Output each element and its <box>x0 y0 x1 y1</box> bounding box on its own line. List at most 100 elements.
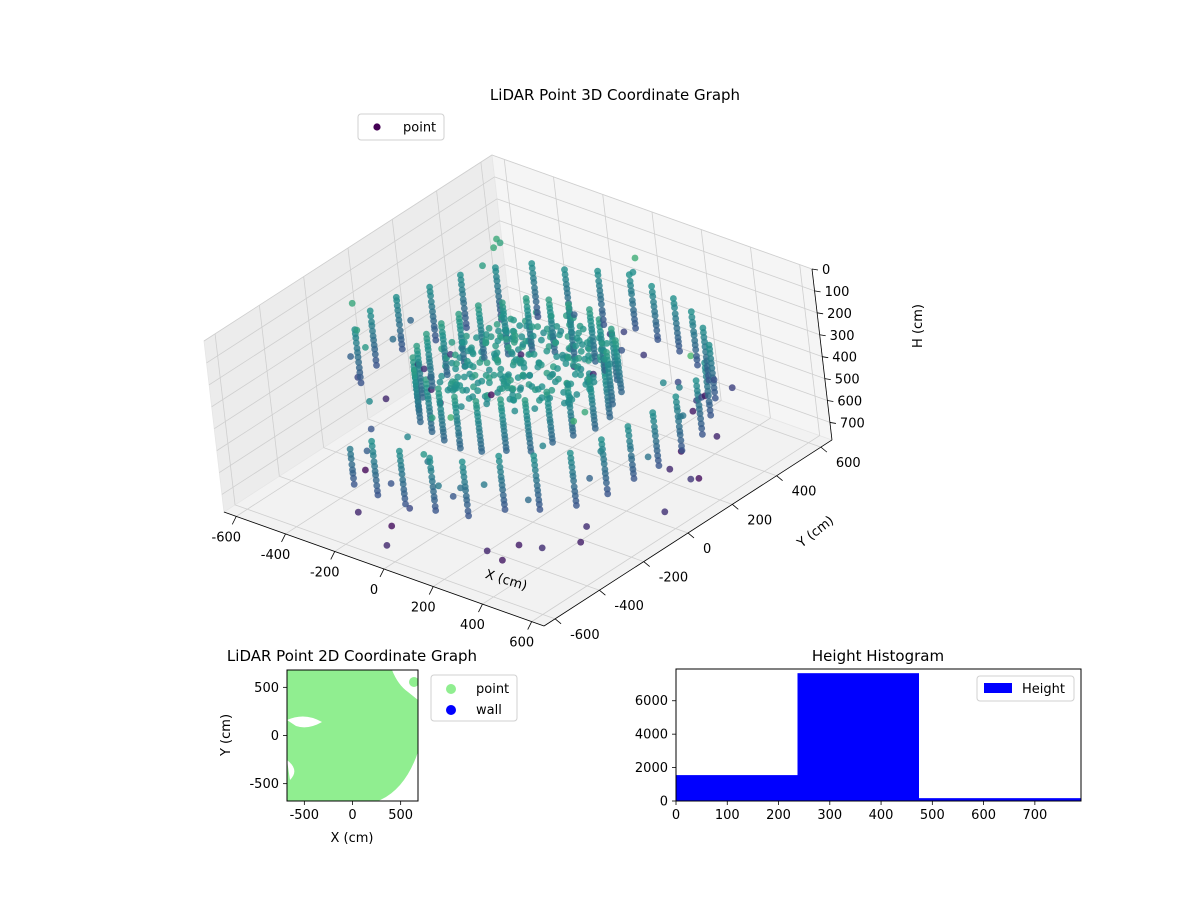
chart3d-point <box>520 373 528 380</box>
histogram-bar <box>797 673 919 801</box>
chart3d-point <box>478 448 486 455</box>
chart3d-point <box>503 328 510 336</box>
chart3d-point <box>699 430 706 438</box>
chart3d-ztick <box>814 290 821 293</box>
chart3d-point <box>490 244 497 252</box>
chart3d-point <box>373 482 381 490</box>
chart3d-ytick-label: 200 <box>747 513 772 528</box>
chart3d-gridline-z <box>208 198 498 386</box>
chart3d-point <box>458 458 466 466</box>
chart2d-xlabel: X (cm) <box>331 831 374 846</box>
histogram-xtick-label: 500 <box>920 808 945 823</box>
chart3d-point <box>517 351 525 358</box>
chart3d-ytick <box>687 532 695 539</box>
chart3d-point <box>499 556 506 564</box>
chart3d-point <box>496 239 504 247</box>
chart3d-point <box>629 268 637 276</box>
chart3d-point <box>460 299 468 307</box>
chart3d-ztick-label: 200 <box>827 307 852 322</box>
chart3d-ytick <box>776 475 783 482</box>
chart3d-point <box>618 388 625 396</box>
chart3d-point <box>454 373 462 381</box>
chart3d-point <box>501 506 509 513</box>
chart3d-point <box>692 346 700 354</box>
chart3d-point <box>571 492 579 500</box>
chart2d-legend-marker-point <box>446 684 456 694</box>
chart3d-point <box>347 353 354 360</box>
chart3d-point <box>478 377 486 385</box>
chart3d-xtick-label: -600 <box>212 530 242 545</box>
chart3d-point <box>509 385 517 393</box>
histogram-ytick-label: 4000 <box>635 728 668 743</box>
chart3d-point <box>428 303 436 311</box>
chart3d-xtick <box>478 603 483 613</box>
chart3d-gridline-x <box>503 159 525 331</box>
chart3d-point <box>530 279 538 286</box>
chart3d-point <box>557 327 565 335</box>
chart3d-ytick <box>732 504 739 510</box>
histogram-bar <box>919 798 1081 801</box>
chart3d-ztick <box>824 378 831 380</box>
chart3d-point <box>497 468 504 476</box>
chart3d-point <box>350 480 358 488</box>
chart3d-point <box>534 323 541 330</box>
chart3d-point <box>597 295 605 303</box>
chart3d-point <box>711 394 719 402</box>
chart3d-point <box>371 350 379 358</box>
chart3d-point <box>579 325 587 333</box>
chart3d-gridline-y <box>234 504 556 620</box>
chart3d-point <box>372 471 379 479</box>
chart3d-point <box>485 324 493 332</box>
chart3d-point <box>449 493 457 500</box>
chart3d-point <box>430 488 437 495</box>
chart3d-point <box>603 340 611 347</box>
chart3d-point <box>429 382 436 390</box>
chart3d-point <box>456 382 464 389</box>
chart3d-ytick-label: -600 <box>570 628 600 643</box>
chart3d-point <box>501 501 508 508</box>
chart3d-point <box>572 342 580 350</box>
chart3d-point <box>599 310 606 318</box>
chart3d-point <box>676 384 683 391</box>
chart2d-legend-label-point: point <box>476 682 509 697</box>
chart3d-point <box>674 378 682 386</box>
chart3d-point <box>493 321 501 328</box>
chart3d-point <box>495 293 503 300</box>
chart3d-point <box>526 371 534 379</box>
chart3d-point <box>528 323 536 331</box>
histogram-bar <box>676 775 798 801</box>
histogram-title: Height Histogram <box>812 647 944 665</box>
chart3d-point <box>577 365 585 373</box>
chart3d-point <box>460 373 468 381</box>
chart3d-point <box>604 490 612 498</box>
chart3d-point <box>482 339 490 346</box>
chart3d-point <box>591 424 599 432</box>
chart3d-point <box>366 307 374 315</box>
chart3d-point <box>670 295 677 302</box>
chart3d-point <box>618 346 626 354</box>
chart3d-point <box>459 346 467 353</box>
chart3d-ztick-label: 600 <box>837 395 862 410</box>
chart3d-ztick-label: 300 <box>830 329 855 344</box>
chart3d-point <box>538 336 545 344</box>
chart3d-points <box>346 235 736 564</box>
chart3d-point <box>625 432 633 439</box>
histogram-ticks: 0 100 200 300 400 500 600 700 0 2000 4000 6000 <box>635 694 1047 823</box>
chart3d-point <box>487 333 495 341</box>
chart3d-point <box>389 335 397 343</box>
chart3d-point <box>520 364 528 371</box>
chart3d-gridline-y <box>391 219 413 391</box>
chart3d-point <box>549 438 556 446</box>
chart3d-point <box>463 386 470 394</box>
chart3d-point <box>523 298 530 306</box>
chart3d-xtick <box>330 551 336 560</box>
chart3d-ztick-label: 100 <box>825 285 850 300</box>
chart3d-point <box>575 329 582 337</box>
chart3d-point <box>401 495 409 502</box>
chart3d-point <box>577 538 585 546</box>
chart3d-point <box>473 334 480 341</box>
chart3d-point <box>650 303 658 310</box>
chart3d-point <box>382 395 390 403</box>
chart3d-xtick-label: 600 <box>509 636 534 651</box>
chart3d-xtick <box>231 516 237 525</box>
